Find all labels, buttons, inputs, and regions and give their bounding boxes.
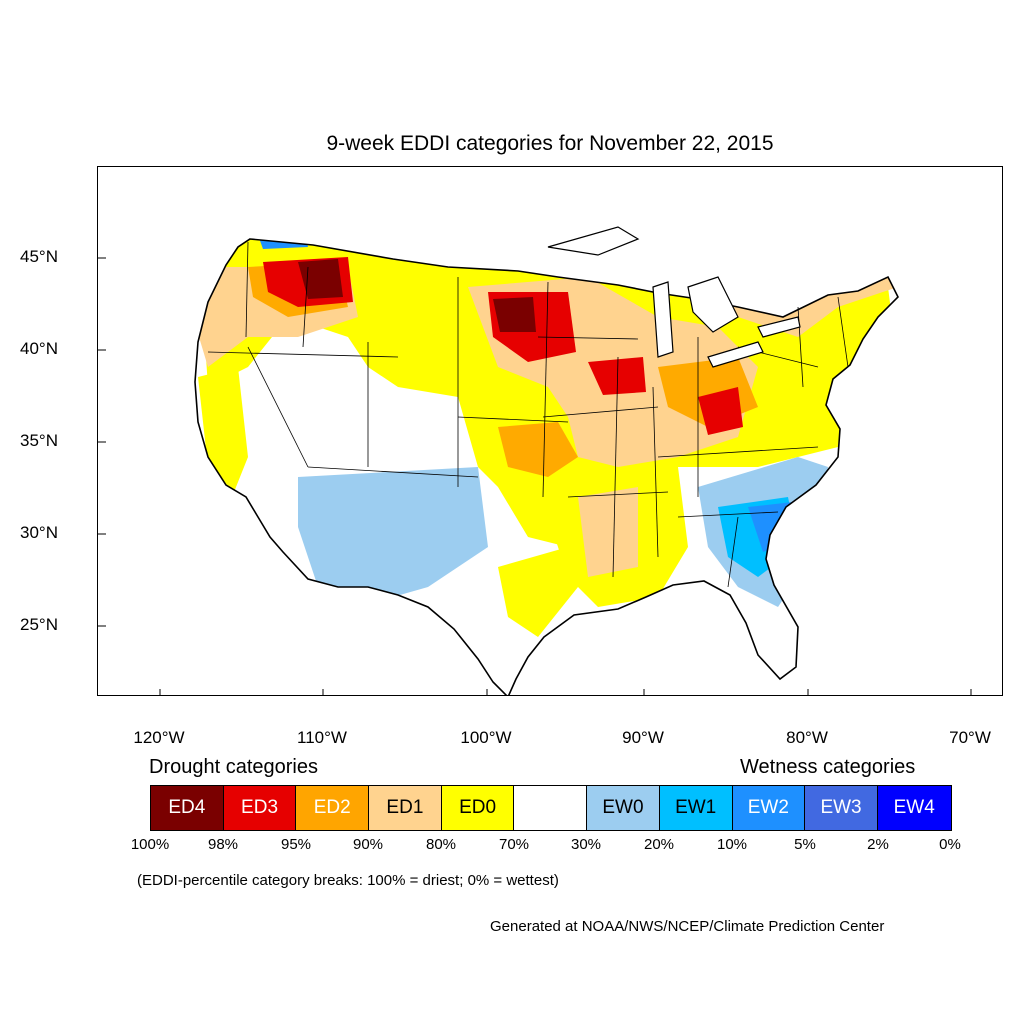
break-label: 98% [207,836,239,853]
legend-swatch-ed3: ED3 [223,786,297,830]
break-label: 0% [939,836,961,853]
lon-label-90: 90°W [622,728,664,747]
legend-swatch-ew2: EW2 [732,786,806,830]
map-title: 9-week EDDI categories for November 22, … [326,132,774,155]
ed4-region-montana [298,259,343,299]
credit-line: Generated at NOAA/NWS/NCEP/Climate Predi… [490,918,885,935]
break-label: 2% [867,836,889,853]
break-label: 5% [794,836,816,853]
ed3-region-iowa [588,357,646,395]
legend-label-ew2: EW2 [747,797,789,818]
legend-swatch-ew3: EW3 [805,786,878,830]
legend-swatch-ed4: ED4 [151,786,224,830]
legend-label-ew3: EW3 [820,797,862,818]
legend-label-ew0: EW0 [602,797,644,818]
ed3-region-superior [548,239,728,262]
lon-label-100: 100°W [460,728,512,747]
break-label: 70% [498,836,530,853]
lon-label-80: 80°W [786,728,828,747]
legend-swatch-ew0: EW0 [587,786,660,830]
legend-label-ew4: EW4 [893,797,935,818]
eddi-map [97,166,1003,696]
break-label: 80% [425,836,457,853]
lat-label-30: 30°N [20,523,58,542]
legend-label-ed0: ED0 [459,797,497,818]
legend-label-ed1: ED1 [386,797,424,818]
lon-label-70: 70°W [949,728,991,747]
break-label: 30% [570,836,602,853]
lon-label-110: 110°W [297,728,347,747]
lon-label-120: 120°W [133,728,185,747]
break-label: 20% [643,836,675,853]
ed3-region-kentucky [698,387,743,435]
ed0-region-texas [498,547,578,637]
legend-swatch-ew4: EW4 [877,786,951,830]
ed4-region-maine [818,172,868,227]
ew0-region-southwest [298,467,488,607]
eddi-map-canvas [98,172,972,695]
ed4-region-dakotas [493,297,536,332]
lat-label-40: 40°N [20,339,58,358]
ed2-region-plains [498,422,578,477]
drought-heading: Drought categories [149,756,318,778]
category-break-note: (EDDI-percentile category breaks: 100% =… [137,872,559,889]
wetness-heading: Wetness categories [740,756,916,778]
legend-swatch-ed1: ED1 [369,786,442,830]
lat-label-35: 35°N [20,431,58,450]
break-label: 10% [716,836,748,853]
legend-label-ed2: ED2 [313,797,351,818]
legend-swatch-ed0: ED0 [441,786,515,830]
longitude-ticks [159,689,972,695]
state-boundaries [207,241,849,588]
lat-label-45: 45°N [20,247,58,266]
break-label: 100% [130,836,170,853]
category-legend: ED4 ED3 ED2 ED1 ED0 EW0 EW1 EW2 EW3 EW4 [150,785,952,831]
legend-swatch-ew1: EW1 [659,786,733,830]
lat-label-25: 25°N [20,615,58,634]
great-lakes [547,226,801,368]
ed4-region-superior [638,239,723,259]
legend-label-ew1: EW1 [675,797,717,818]
legend-label-ed4: ED4 [168,797,206,818]
legend-swatch-ed2: ED2 [296,786,370,830]
ew3-region-washington [268,217,296,239]
legend-swatch-neutral [514,786,588,830]
ed1-region-lowermiss [578,487,638,577]
break-label: 95% [280,836,312,853]
latitude-ticks [98,257,106,627]
legend-label-ed3: ED3 [241,797,279,818]
break-label: 90% [352,836,384,853]
